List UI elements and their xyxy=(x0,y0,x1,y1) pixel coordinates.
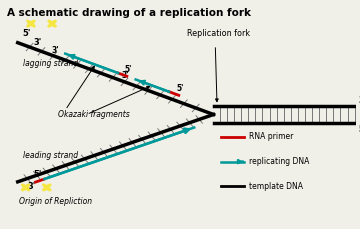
Text: template DNA: template DNA xyxy=(249,182,303,191)
Text: 5': 5' xyxy=(177,84,184,93)
Text: 3': 3' xyxy=(51,46,59,55)
Text: 3': 3' xyxy=(33,38,41,47)
Text: 5': 5' xyxy=(33,170,41,179)
Text: A schematic drawing of a replication fork: A schematic drawing of a replication for… xyxy=(7,8,251,18)
Text: 3': 3' xyxy=(358,96,360,105)
Text: lagging strand: lagging strand xyxy=(23,59,78,68)
Text: 5': 5' xyxy=(22,29,31,38)
Text: RNA primer: RNA primer xyxy=(249,132,293,142)
Text: 3': 3' xyxy=(122,71,130,80)
Text: 5': 5' xyxy=(358,125,360,134)
Text: 3': 3' xyxy=(28,182,36,191)
Text: Origin of Repliction: Origin of Repliction xyxy=(19,197,93,206)
Text: 5': 5' xyxy=(125,65,132,74)
Text: replicating DNA: replicating DNA xyxy=(249,157,309,166)
Text: leading strand: leading strand xyxy=(23,151,78,160)
Text: Okazaki fragments: Okazaki fragments xyxy=(58,110,130,119)
Text: Replication fork: Replication fork xyxy=(187,29,250,38)
